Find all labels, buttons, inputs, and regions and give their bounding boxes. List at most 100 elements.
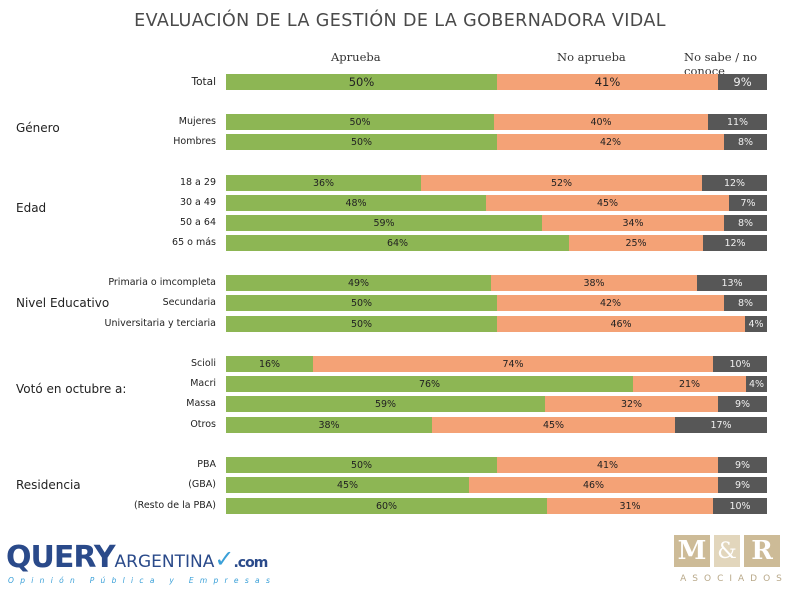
bar-segment-no-aprueba: 45% xyxy=(486,195,729,211)
bar-segment-ns-nc: 4% xyxy=(746,376,767,392)
bar-row-massa: 59% 32% 9% xyxy=(226,396,767,412)
row-label-gba: (GBA) xyxy=(188,479,216,490)
checkmark-icon: ✓ xyxy=(214,545,234,573)
bar-row-65-o-más: 64% 25% 12% xyxy=(226,235,767,251)
mr-logo-sub: ASOCIADOS xyxy=(680,574,788,584)
bar-segment-no-aprueba: 45% xyxy=(432,417,675,433)
bar-segment-ns-nc: 9% xyxy=(718,477,767,493)
bar-segment-no-aprueba: 41% xyxy=(497,74,718,90)
mr-asociados-logo: M & R ASOCIADOS xyxy=(674,535,794,587)
bar-segment-aprueba: 45% xyxy=(226,477,469,493)
bar-segment-ns-nc: 12% xyxy=(703,235,767,251)
bar-row-scioli: 16% 74% 10% xyxy=(226,356,767,372)
query-logo-dotcom: .com xyxy=(233,555,268,571)
bar-segment-no-aprueba: 46% xyxy=(469,477,718,493)
row-label-18-a-29: 18 a 29 xyxy=(179,177,216,188)
mr-logo-amp: & xyxy=(714,535,740,567)
group-label-edad: Edad xyxy=(16,201,47,215)
bar-row-primaria-o-imcompleta: 49% 38% 13% xyxy=(226,275,767,291)
bar-segment-ns-nc: 12% xyxy=(702,175,767,191)
query-logo-rest: ARGENTINA xyxy=(114,552,215,572)
bar-row-18-a-29: 36% 52% 12% xyxy=(226,175,767,191)
mr-logo-m: M xyxy=(674,535,710,567)
bar-segment-no-aprueba: 21% xyxy=(633,376,746,392)
bar-row-gba: 45% 46% 9% xyxy=(226,477,767,493)
bar-row-secundaria: 50% 42% 8% xyxy=(226,295,767,311)
row-label-50-a-64: 50 a 64 xyxy=(179,217,216,228)
bar-segment-aprueba: 36% xyxy=(226,175,421,191)
bar-row-macri: 76% 21% 4% xyxy=(226,376,767,392)
row-label-secundaria: Secundaria xyxy=(162,297,216,308)
bar-row-universitaria-y-terciaria: 50% 46% 4% xyxy=(226,316,767,332)
row-label-30-a-49: 30 a 49 xyxy=(179,197,216,208)
bar-segment-no-aprueba: 74% xyxy=(313,356,713,372)
bar-row-otros: 38% 45% 17% xyxy=(226,417,767,433)
row-label-massa: Massa xyxy=(186,398,216,409)
bar-segment-no-aprueba: 46% xyxy=(497,316,745,332)
bar-segment-no-aprueba: 42% xyxy=(497,295,724,311)
bar-segment-aprueba: 16% xyxy=(226,356,313,372)
group-label-residencia: Residencia xyxy=(16,478,81,492)
query-argentina-logo: QUERYARGENTINA✓.com Opinión Pública y Em… xyxy=(6,538,270,586)
bar-segment-no-aprueba: 42% xyxy=(497,134,724,150)
bar-segment-aprueba: 49% xyxy=(226,275,491,291)
bar-segment-ns-nc: 4% xyxy=(745,316,767,332)
row-label-pba: PBA xyxy=(197,459,216,470)
bar-segment-ns-nc: 10% xyxy=(713,498,767,514)
bar-segment-aprueba: 50% xyxy=(226,316,497,332)
row-label-scioli: Scioli xyxy=(191,358,216,369)
bar-segment-aprueba: 76% xyxy=(226,376,633,392)
query-logo-tagline: Opinión Pública y Empresas xyxy=(8,576,277,585)
row-label-total: Total xyxy=(191,76,216,88)
bar-row-50-a-64: 59% 34% 8% xyxy=(226,215,767,231)
legend-aprueba: Aprueba xyxy=(331,50,381,64)
bar-segment-aprueba: 50% xyxy=(226,134,497,150)
bar-segment-ns-nc: 8% xyxy=(724,215,767,231)
bar-row-total: 50% 41% 9% xyxy=(226,74,767,90)
bar-segment-aprueba: 48% xyxy=(226,195,486,211)
group-label-nivel-educativo: Nivel Educativo xyxy=(16,296,110,310)
bar-row-mujeres: 50% 40% 11% xyxy=(226,114,767,130)
bar-row-pba: 50% 41% 9% xyxy=(226,457,767,473)
bar-segment-ns-nc: 17% xyxy=(675,417,767,433)
bar-segment-ns-nc: 13% xyxy=(697,275,767,291)
bar-segment-aprueba: 60% xyxy=(226,498,547,514)
bar-segment-no-aprueba: 31% xyxy=(547,498,713,514)
bar-segment-ns-nc: 10% xyxy=(713,356,767,372)
mr-logo-r: R xyxy=(744,535,780,567)
row-label-65-o-más: 65 o más xyxy=(172,237,216,248)
bar-segment-ns-nc: 7% xyxy=(729,195,767,211)
bar-segment-ns-nc: 8% xyxy=(724,134,767,150)
bar-segment-ns-nc: 8% xyxy=(724,295,767,311)
bar-segment-aprueba: 59% xyxy=(226,396,545,412)
bar-segment-ns-nc: 9% xyxy=(718,396,767,412)
bar-segment-no-aprueba: 25% xyxy=(569,235,703,251)
bar-segment-ns-nc: 11% xyxy=(708,114,767,130)
bar-row-hombres: 50% 42% 8% xyxy=(226,134,767,150)
row-label-primaria-o-imcompleta: Primaria o imcompleta xyxy=(108,277,216,288)
bar-segment-aprueba: 50% xyxy=(226,74,497,90)
row-label-macri: Macri xyxy=(190,378,216,389)
legend-no-aprueba: No aprueba xyxy=(557,50,626,64)
bar-segment-ns-nc: 9% xyxy=(718,457,767,473)
group-label-voto: Votó en octubre a: xyxy=(16,382,127,396)
query-logo-main: QUERY xyxy=(6,540,116,575)
bar-segment-aprueba: 50% xyxy=(226,295,497,311)
bar-row-30-a-49: 48% 45% 7% xyxy=(226,195,767,211)
bar-row-resto-de-la-pba: 60% 31% 10% xyxy=(226,498,767,514)
bar-segment-aprueba: 64% xyxy=(226,235,569,251)
bar-segment-no-aprueba: 34% xyxy=(542,215,724,231)
bar-segment-ns-nc: 9% xyxy=(718,74,767,90)
row-label-mujeres: Mujeres xyxy=(178,116,216,127)
chart-title: EVALUACIÓN DE LA GESTIÓN DE LA GOBERNADO… xyxy=(134,11,666,31)
bar-segment-no-aprueba: 32% xyxy=(545,396,718,412)
row-label-otros: Otros xyxy=(190,419,216,430)
bar-segment-no-aprueba: 40% xyxy=(494,114,708,130)
bar-segment-aprueba: 38% xyxy=(226,417,432,433)
row-label-universitaria-y-terciaria: Universitaria y terciaria xyxy=(104,318,216,329)
bar-segment-no-aprueba: 41% xyxy=(497,457,718,473)
row-label-resto-de-la-pba: (Resto de la PBA) xyxy=(133,500,216,511)
bar-segment-aprueba: 59% xyxy=(226,215,542,231)
row-label-hombres: Hombres xyxy=(173,136,216,147)
bar-segment-aprueba: 50% xyxy=(226,457,497,473)
